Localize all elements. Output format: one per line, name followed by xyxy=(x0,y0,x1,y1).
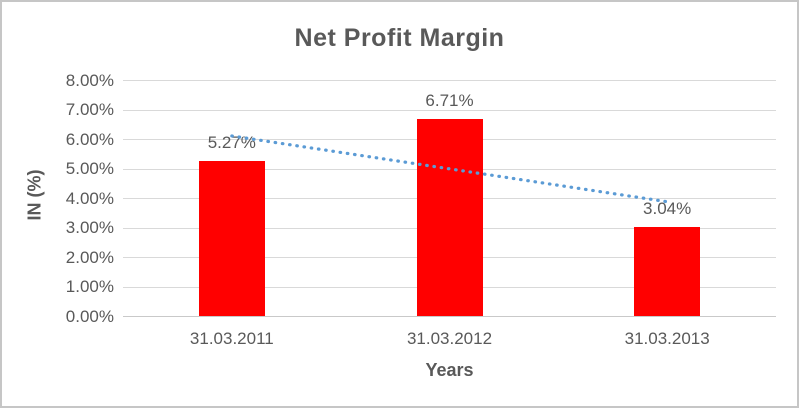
gridline xyxy=(123,80,776,81)
y-tick-label: 3.00% xyxy=(65,218,114,237)
x-tick-label: 31.03.2012 xyxy=(406,329,493,348)
y-tick-label: 0.00% xyxy=(65,306,114,326)
y-tick-label: 1.00% xyxy=(65,277,114,296)
bar-31.03.2013 xyxy=(634,226,701,317)
data-label: 5.27% xyxy=(207,133,256,153)
x-axis-title: Years xyxy=(425,360,474,380)
x-tick-label: 31.03.2013 xyxy=(624,329,710,348)
data-label: 6.71% xyxy=(425,90,474,110)
y-tick-label: 2.00% xyxy=(65,247,114,267)
y-tick-label: 4.00% xyxy=(65,188,114,208)
chart-title: Net Profit Margin xyxy=(294,24,505,52)
bar-31.03.2012 xyxy=(416,118,483,317)
x-tick-label: 31.03.2011 xyxy=(189,329,274,348)
x-axis-line xyxy=(123,316,776,317)
data-label: 3.04% xyxy=(643,198,692,218)
y-tick-label: 8.00% xyxy=(65,70,114,90)
y-tick-label: 5.00% xyxy=(65,159,114,178)
y-tick-label: 7.00% xyxy=(65,100,114,119)
bar-31.03.2011 xyxy=(198,161,265,317)
y-tick-label: 6.00% xyxy=(65,129,114,149)
gridline xyxy=(123,109,776,111)
